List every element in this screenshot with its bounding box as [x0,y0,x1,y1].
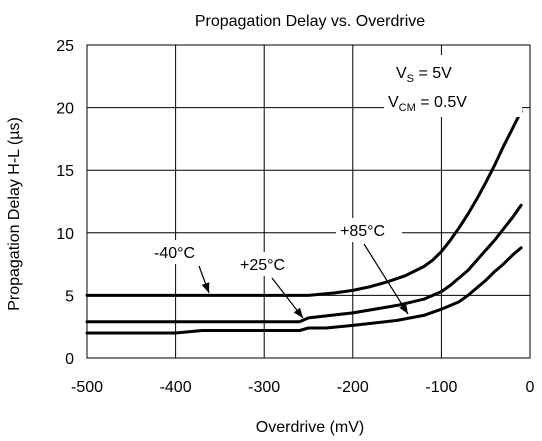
chart-title: Propagation Delay vs. Overdrive [195,13,425,30]
leader-plus85-head [399,303,408,314]
y-tick-label: 15 [56,163,74,180]
x-tick-label: -300 [248,379,280,396]
x-tick-label: -200 [337,379,369,396]
label-bg-plus85 [336,218,402,242]
y-axis-label: Propagation Delay H-L (µs) [6,117,23,311]
label-leaders [198,243,409,319]
label-bg-plus25 [236,252,304,276]
y-tick-label: 5 [65,288,74,305]
y-tick-label: 0 [65,351,74,368]
x-tick-label: -100 [425,379,457,396]
series-line-2 [85,246,523,335]
leader-minus40-head [201,282,210,293]
y-tick-label: 10 [56,226,74,243]
vcm-sub: CM [399,102,416,114]
series-label-plus25: +25°C [240,257,285,274]
tick-labels: -500 -400 -300 -200 -100 0 0 5 10 15 20 25 [56,38,534,396]
series-label-minus40: -40°C [154,245,195,262]
x-axis-label: Overdrive (mV) [256,419,364,436]
vcm-value: = 0.5V [416,94,467,111]
x-tick-label: -500 [71,379,103,396]
y-tick-label: 25 [56,38,74,55]
vs-sub: S [407,73,414,85]
series-line-1 [85,203,523,324]
label-bg-minus40 [150,240,212,264]
x-tick-label: -400 [160,379,192,396]
series-label-plus85: +85°C [340,223,385,240]
x-tick-label: 0 [526,379,535,396]
vs-annotation: VS = 5V [396,65,452,85]
vcm-main: V [388,94,399,111]
vs-value: = 5V [414,65,452,82]
vs-main: V [396,65,407,82]
leader-plus85-line [363,243,409,315]
vcm-annotation: VCM = 0.5V [388,94,467,114]
series-lines [85,109,523,335]
y-tick-label: 20 [56,101,74,118]
series-line-0 [85,109,523,297]
plot-frame [86,44,531,359]
leader-plus25-head [293,307,303,318]
conditions-box-bg [384,55,522,117]
